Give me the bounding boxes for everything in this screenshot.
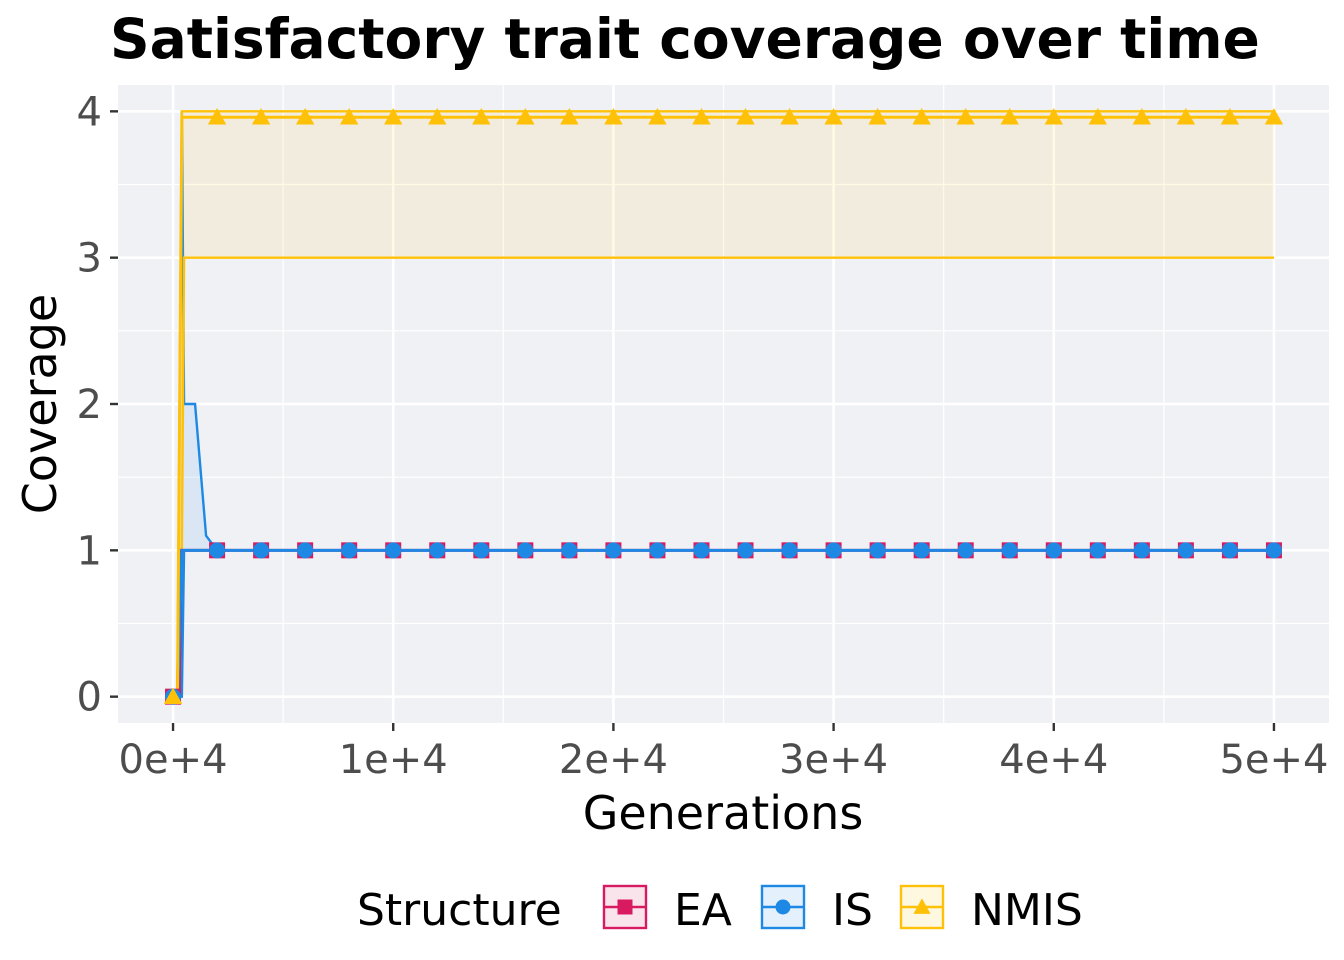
axis-ticks: 0 1 2 3 4 0e+4 1e+4 2e+4 3e+4 4e+4 5e+4 <box>77 89 1329 783</box>
marker-is <box>473 542 490 559</box>
marker-nmis <box>339 107 359 125</box>
marker-nmis <box>780 107 799 125</box>
marker-nmis <box>251 107 271 125</box>
marker-is <box>297 542 314 559</box>
legend-title: Structure <box>357 885 562 936</box>
x-axis-title: Generations <box>583 786 864 840</box>
marker-nmis <box>1176 107 1196 125</box>
series-markers <box>163 107 1284 705</box>
legend-label-is: IS <box>832 885 873 936</box>
marker-is <box>825 542 842 559</box>
marker-nmis <box>1132 107 1152 125</box>
legend: Structure EA IS NMIS <box>357 884 1083 936</box>
y-tick-label: 2 <box>77 382 102 428</box>
marker-is <box>869 542 886 559</box>
marker-is <box>341 542 358 559</box>
marker-is <box>1221 542 1238 559</box>
marker-nmis <box>692 107 711 125</box>
legend-key-marker-ea <box>617 899 633 915</box>
marker-is <box>1045 542 1062 559</box>
y-tick-label: 0 <box>77 675 102 721</box>
marker-is <box>1177 542 1194 559</box>
chart-title: Satisfactory trait coverage over time <box>110 7 1260 71</box>
marker-is <box>957 542 974 559</box>
x-tick-label: 1e+4 <box>339 737 448 783</box>
marker-is <box>781 542 798 559</box>
marker-is <box>1001 542 1018 559</box>
marker-nmis <box>1044 107 1063 125</box>
marker-is <box>253 542 270 559</box>
marker-is <box>209 542 226 559</box>
legend-key-marker-is <box>775 899 791 915</box>
marker-nmis <box>956 107 975 125</box>
x-tick-label: 2e+4 <box>559 737 668 783</box>
marker-is <box>1265 542 1282 559</box>
marker-nmis <box>604 107 623 125</box>
marker-is <box>517 542 534 559</box>
marker-nmis <box>868 107 887 125</box>
marker-nmis <box>736 107 755 125</box>
y-tick-label: 3 <box>77 236 102 282</box>
marker-nmis <box>1220 107 1240 125</box>
marker-nmis <box>1000 107 1019 125</box>
marker-nmis <box>648 107 667 125</box>
legend-key-marker-nmis <box>913 898 931 914</box>
marker-nmis <box>560 107 579 125</box>
x-tick-label: 4e+4 <box>999 737 1108 783</box>
x-tick-label: 0e+4 <box>119 737 228 783</box>
marker-nmis <box>384 107 403 125</box>
marker-nmis <box>163 687 183 705</box>
y-axis-title: Coverage <box>13 294 67 514</box>
x-tick-label: 3e+4 <box>779 737 888 783</box>
marker-is <box>429 542 446 559</box>
y-tick-label: 4 <box>77 89 102 135</box>
marker-is <box>913 542 930 559</box>
marker-nmis <box>428 107 447 125</box>
marker-nmis <box>1264 107 1284 125</box>
x-tick-label: 5e+4 <box>1219 737 1328 783</box>
marker-nmis <box>912 107 931 125</box>
marker-nmis <box>516 107 535 125</box>
marker-is <box>605 542 622 559</box>
marker-nmis <box>207 107 227 125</box>
marker-nmis <box>824 107 843 125</box>
marker-is <box>385 542 402 559</box>
marker-is <box>1089 542 1106 559</box>
marker-is <box>1133 542 1150 559</box>
marker-nmis <box>295 107 315 125</box>
marker-is <box>693 542 710 559</box>
marker-is <box>737 542 754 559</box>
y-tick-label: 1 <box>77 528 102 574</box>
marker-nmis <box>472 107 491 125</box>
marker-nmis <box>1088 107 1108 125</box>
legend-label-ea: EA <box>674 885 732 936</box>
legend-label-nmis: NMIS <box>971 885 1083 936</box>
marker-is <box>561 542 578 559</box>
marker-is <box>649 542 666 559</box>
